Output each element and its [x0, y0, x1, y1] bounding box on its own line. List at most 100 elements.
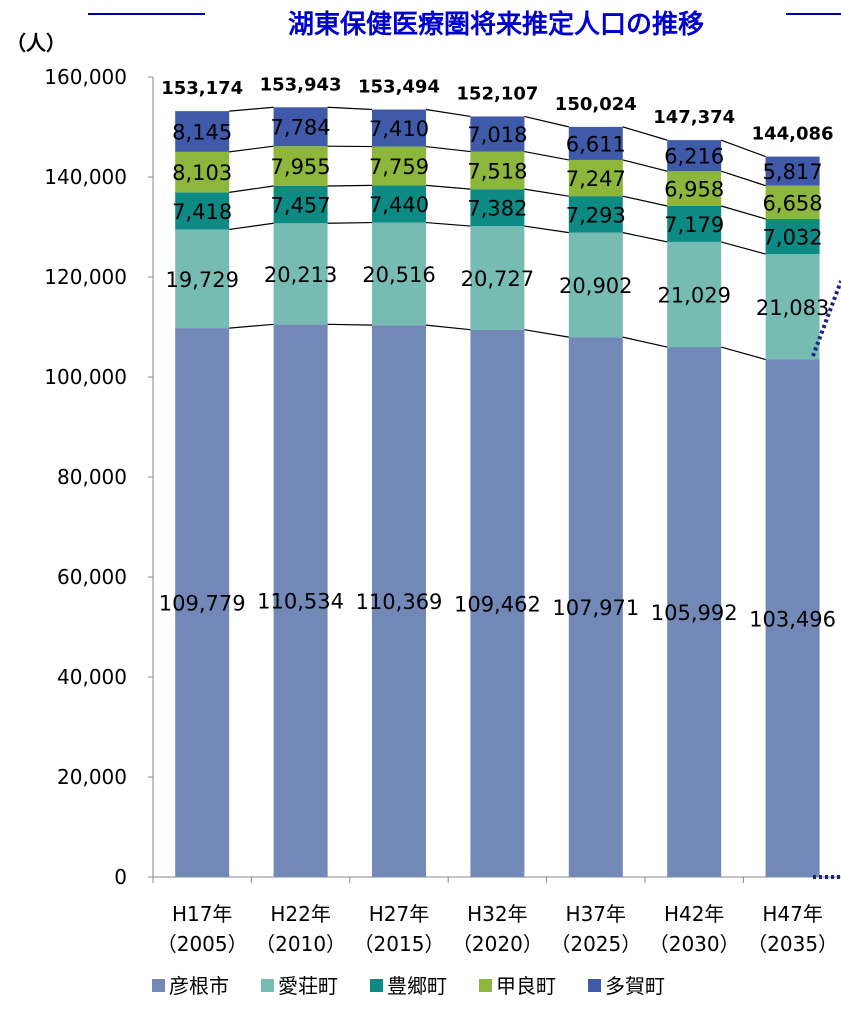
legend-label: 多賀町 — [605, 974, 665, 998]
bar-segment — [765, 218, 820, 255]
x-tick-label: H22年 — [270, 902, 331, 926]
data-label: 7,784 — [271, 116, 331, 140]
data-label: 7,518 — [467, 159, 527, 183]
x-tick-label: H47年 — [762, 902, 823, 926]
x-tick-year-label: （2010） — [255, 932, 346, 956]
bar-segment — [372, 325, 426, 877]
bar-segment — [667, 140, 722, 172]
legend-label: 甲良町 — [496, 974, 556, 998]
y-tick-label: 0 — [114, 865, 127, 889]
y-tick-label: 100,000 — [44, 365, 127, 389]
data-label: 8,103 — [172, 161, 232, 185]
data-label: 19,729 — [165, 268, 238, 292]
bar-segment — [765, 185, 820, 219]
data-label: 105,992 — [651, 601, 738, 625]
legend-swatch — [261, 979, 274, 992]
data-label: 5,817 — [763, 160, 823, 184]
y-tick-label: 60,000 — [57, 565, 127, 589]
y-tick-label: 40,000 — [57, 665, 127, 689]
data-label: 7,293 — [566, 203, 626, 227]
data-label: 20,213 — [264, 263, 337, 287]
y-tick-label: 80,000 — [57, 465, 127, 489]
bar-segment — [470, 329, 525, 877]
data-label: 7,018 — [467, 123, 527, 147]
legend-swatch — [152, 979, 165, 992]
bar-segment — [175, 229, 230, 329]
data-label: 7,418 — [172, 200, 232, 224]
bar-segment — [175, 111, 230, 152]
total-label: 153,943 — [260, 74, 342, 95]
y-tick-label: 160,000 — [44, 65, 127, 89]
x-tick-label: H27年 — [369, 902, 430, 926]
total-label: 144,086 — [752, 124, 834, 145]
legend-label: 彦根市 — [169, 974, 229, 998]
bar-segment — [273, 146, 328, 186]
x-tick-year-label: （2020） — [452, 932, 543, 956]
bar-segment — [273, 324, 328, 878]
legend-swatch — [370, 979, 383, 992]
bar-segment — [667, 171, 722, 206]
series-connector-line — [229, 106, 766, 158]
legend-swatch — [479, 979, 492, 992]
data-label: 20,516 — [362, 263, 435, 287]
decorative-dotted-line-upper — [811, 280, 841, 357]
data-label: 6,611 — [566, 132, 626, 156]
data-label: 20,727 — [461, 267, 534, 291]
bar-segment — [175, 328, 230, 878]
x-tick-label: H32年 — [467, 902, 528, 926]
data-label: 7,032 — [763, 226, 823, 250]
data-label: 6,658 — [763, 191, 823, 215]
y-axis-label: （人） — [6, 31, 66, 55]
series-connector-line — [229, 323, 766, 361]
x-tick-year-label: （2030） — [649, 932, 740, 956]
data-label: 7,759 — [369, 155, 429, 179]
series-connector-line — [229, 184, 766, 220]
data-label: 20,902 — [559, 274, 632, 298]
data-label: 7,247 — [566, 167, 626, 191]
x-tick-label: H37年 — [566, 902, 627, 926]
x-tick-year-label: （2025） — [550, 932, 641, 956]
bar-segment — [765, 156, 820, 186]
bar-segment — [273, 223, 328, 325]
bar-segment — [765, 254, 820, 360]
data-label: 7,410 — [369, 117, 429, 141]
x-tick-year-label: （2005） — [157, 932, 248, 956]
data-label: 21,083 — [756, 296, 829, 320]
data-label: 21,029 — [657, 283, 730, 307]
x-tick-year-label: （2035） — [747, 932, 838, 956]
bar-segment — [273, 185, 328, 224]
data-label: 7,179 — [664, 213, 724, 237]
chart-title: 湖東保健医療圏将来推定人口の推移 — [288, 9, 704, 40]
data-label: 6,958 — [664, 178, 724, 202]
total-label: 147,374 — [653, 107, 735, 128]
series-connector-line — [229, 221, 766, 255]
y-tick-label: 120,000 — [44, 265, 127, 289]
data-label: 107,971 — [552, 596, 639, 620]
data-label: 7,440 — [369, 193, 429, 217]
total-label: 150,024 — [555, 94, 637, 115]
bar-segment — [470, 226, 525, 330]
data-label: 8,145 — [172, 120, 232, 144]
x-tick-year-label: （2015） — [354, 932, 445, 956]
bar-segment — [470, 151, 525, 190]
legend-label: 豊郷町 — [387, 974, 447, 998]
total-label: 152,107 — [456, 83, 538, 104]
bar-segment — [765, 359, 820, 877]
data-label: 7,457 — [271, 194, 331, 218]
data-label: 109,779 — [159, 592, 246, 616]
data-label: 7,382 — [467, 197, 527, 221]
bar-segment — [667, 241, 722, 348]
bar-segment — [667, 347, 722, 877]
bar-segment — [372, 109, 426, 147]
bar-segment — [470, 116, 525, 152]
bar-segment — [667, 206, 722, 242]
bar-segment — [568, 232, 623, 338]
bar-segment — [568, 159, 623, 197]
x-tick-label: H42年 — [664, 902, 725, 926]
bar-segment — [568, 126, 623, 160]
data-label: 110,534 — [257, 590, 344, 614]
data-label: 6,216 — [664, 145, 724, 169]
y-tick-label: 140,000 — [44, 165, 127, 189]
bar-segment — [372, 222, 426, 326]
